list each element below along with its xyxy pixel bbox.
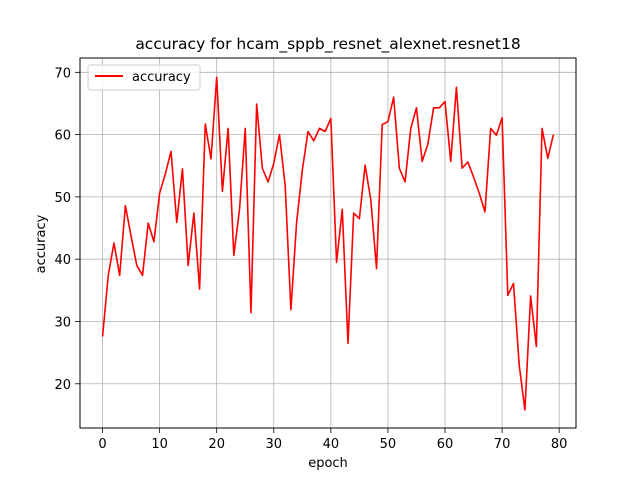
legend-box (87, 64, 201, 91)
y-tick-label: 20 (54, 378, 71, 393)
y-axis: 20 30 40 50 60 70 (54, 66, 80, 393)
x-tick-label: 60 (437, 437, 454, 452)
y-tick-label: 60 (54, 129, 71, 144)
y-tick-label: 30 (54, 315, 71, 330)
y-tick-label: 40 (54, 253, 71, 268)
x-tick-label: 70 (494, 437, 511, 452)
x-tick-label: 80 (551, 437, 568, 452)
plot-frame (79, 57, 577, 429)
y-tick-label: 70 (54, 66, 71, 81)
x-tick-label: 0 (98, 437, 106, 452)
x-axis-title: epoch (308, 456, 348, 471)
y-tick-label: 50 (54, 191, 71, 206)
x-tick-label: 30 (266, 437, 283, 452)
x-axis: 0 10 20 30 40 50 60 70 80 (98, 428, 567, 452)
x-tick-label: 40 (323, 437, 340, 452)
chart-title: accuracy for hcam_sppb_resnet_alexnet.re… (135, 35, 520, 54)
series-line-accuracy (101, 76, 555, 411)
x-tick-label: 50 (380, 437, 397, 452)
legend: accuracy (87, 64, 201, 91)
legend-label: accuracy (132, 70, 191, 85)
x-tick-label: 20 (208, 437, 225, 452)
y-axis-title: accuracy (34, 214, 49, 273)
x-tick-label: 10 (151, 437, 168, 452)
series-layer (101, 76, 555, 411)
